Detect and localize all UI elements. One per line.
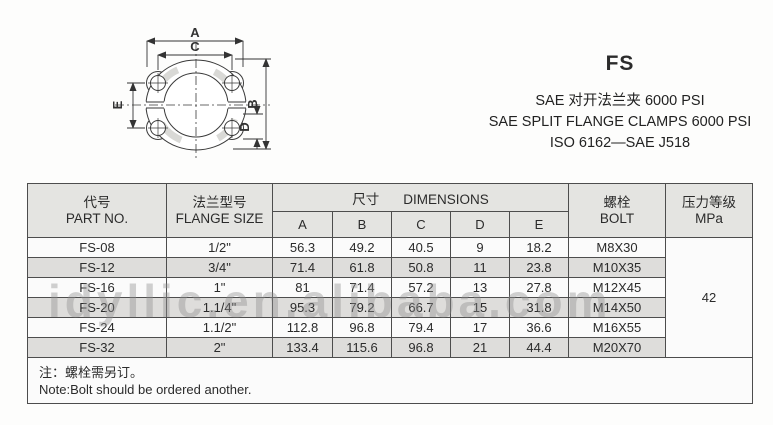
col-header-bolt: 螺栓 BOLT bbox=[568, 183, 667, 238]
table-row-fs-24: FS-24 1.1/2" 112.8 96.8 79.4 17 36.6 M16… bbox=[27, 317, 753, 338]
cell-dim-c: 79.4 bbox=[391, 317, 451, 338]
col-header-flange-size-cn: 法兰型号 bbox=[192, 194, 247, 210]
title-block: FS SAE 对开法兰夹 6000 PSI SAE SPLIT FLANGE C… bbox=[450, 52, 773, 154]
col-header-flange-size-en: FLANGE SIZE bbox=[175, 210, 264, 226]
col-header-pressure: 压力等级 MPa bbox=[665, 183, 754, 238]
dim-label-b: B bbox=[245, 99, 260, 108]
standard-reference: ISO 6162—SAE J518 bbox=[549, 135, 691, 151]
cell-dim-b: 79.2 bbox=[332, 297, 392, 318]
cell-dim-a: 95.3 bbox=[272, 297, 333, 318]
cell-part-no: FS-12 bbox=[27, 257, 167, 278]
cell-bolt: M20X70 bbox=[568, 337, 667, 358]
cell-part-no: FS-20 bbox=[27, 297, 167, 318]
cell-flange-size: 1.1/2" bbox=[166, 317, 273, 338]
col-header-part-no-en: PART NO. bbox=[65, 210, 129, 226]
col-header-dimensions: 尺寸 DIMENSIONS bbox=[271, 183, 570, 212]
col-header-dimensions-cn: 尺寸 bbox=[352, 191, 380, 207]
cell-dim-e: 18.2 bbox=[508, 237, 570, 258]
cell-dim-d: 17 bbox=[450, 317, 510, 338]
subtitle-chinese: SAE 对开法兰夹 6000 PSI bbox=[535, 93, 705, 109]
note-chinese: 注：螺栓需另订。 bbox=[39, 364, 144, 380]
cell-dim-b: 96.8 bbox=[332, 317, 392, 338]
cell-dim-d: 13 bbox=[450, 277, 510, 298]
cell-dim-e: 31.8 bbox=[508, 297, 570, 318]
flange-clamp-drawing: A C E B bbox=[110, 25, 271, 161]
cell-part-no: FS-08 bbox=[27, 237, 167, 258]
cell-bolt: M10X35 bbox=[568, 257, 667, 278]
series-title: FS bbox=[605, 52, 635, 75]
col-header-bolt-en: BOLT bbox=[599, 210, 635, 226]
cell-bolt: M12X45 bbox=[568, 277, 667, 298]
spec-table: 代号 PART NO. 法兰型号 FLANGE SIZE 尺寸 DIMENSION… bbox=[26, 183, 754, 404]
cell-dim-d: 15 bbox=[450, 297, 510, 318]
table-row-fs-12: FS-12 3/4" 71.4 61.8 50.8 11 23.8 M10X35 bbox=[27, 257, 753, 278]
cell-dim-e: 36.6 bbox=[508, 317, 570, 338]
cell-flange-size: 1" bbox=[166, 277, 273, 298]
col-header-part-no-cn: 代号 bbox=[83, 194, 111, 210]
cell-dim-c: 66.7 bbox=[391, 297, 451, 318]
col-header-flange-size: 法兰型号 FLANGE SIZE bbox=[166, 183, 273, 238]
table-row-fs-20: FS-20 1.1/4" 95.3 79.2 66.7 15 31.8 M14X… bbox=[27, 297, 753, 318]
cell-dim-a: 112.8 bbox=[272, 317, 333, 338]
dim-label-d: D bbox=[237, 122, 252, 131]
cell-dim-a: 133.4 bbox=[272, 337, 333, 358]
col-header-pressure-en: MPa bbox=[695, 210, 723, 226]
cell-dim-c: 57.2 bbox=[391, 277, 451, 298]
cell-dim-a: 56.3 bbox=[272, 237, 333, 258]
col-header-dim-c: C bbox=[391, 211, 451, 238]
col-header-dim-b: B bbox=[332, 211, 392, 238]
cell-dim-a: 71.4 bbox=[272, 257, 333, 278]
flange-clamp-diagram: A C E B bbox=[85, 15, 285, 167]
dim-label-e: E bbox=[110, 100, 125, 109]
cell-bolt: M14X50 bbox=[568, 297, 667, 318]
note-english: Note:Bolt should be ordered another. bbox=[39, 381, 252, 397]
cell-dim-c: 96.8 bbox=[391, 337, 451, 358]
cell-part-no: FS-16 bbox=[27, 277, 167, 298]
col-header-part-no: 代号 PART NO. bbox=[27, 183, 167, 238]
cell-pressure-value: 42 bbox=[665, 237, 754, 358]
cell-bolt: M16X55 bbox=[568, 317, 667, 338]
table-row-fs-08: FS-08 1/2" 56.3 49.2 40.5 9 18.2 M8X30 4… bbox=[27, 237, 754, 358]
cell-dim-d: 11 bbox=[450, 257, 510, 278]
cell-part-no: FS-32 bbox=[27, 337, 167, 358]
col-header-dimensions-en: DIMENSIONS bbox=[403, 191, 489, 207]
dim-label-c: C bbox=[190, 39, 200, 54]
col-header-bolt-cn: 螺栓 bbox=[603, 194, 631, 210]
table-row-fs-32: FS-32 2" 133.4 115.6 96.8 21 44.4 M20X70 bbox=[27, 337, 753, 358]
cell-part-no: FS-24 bbox=[27, 317, 167, 338]
col-header-dim-d: D bbox=[450, 211, 510, 238]
cell-flange-size: 3/4" bbox=[166, 257, 273, 278]
cell-flange-size: 1/2" bbox=[166, 237, 273, 258]
cell-dim-e: 44.4 bbox=[508, 337, 570, 358]
cell-dim-a: 81 bbox=[272, 277, 333, 298]
spec-table-wrap: 代号 PART NO. 法兰型号 FLANGE SIZE 尺寸 DIMENSION… bbox=[26, 183, 754, 404]
note-cell: 注：螺栓需另订。 Note:Bolt should be ordered ano… bbox=[26, 357, 754, 404]
cell-dim-d: 9 bbox=[450, 237, 510, 258]
cell-dim-b: 115.6 bbox=[332, 337, 392, 358]
cell-dim-b: 49.2 bbox=[332, 237, 392, 258]
cell-dim-b: 71.4 bbox=[332, 277, 392, 298]
col-header-dim-a: A bbox=[272, 211, 333, 238]
cell-dim-b: 61.8 bbox=[332, 257, 392, 278]
dim-label-a: A bbox=[190, 25, 200, 40]
cell-bolt: M8X30 bbox=[568, 237, 667, 258]
cell-dim-c: 50.8 bbox=[391, 257, 451, 278]
table-row-fs-16: FS-16 1" 81 71.4 57.2 13 27.8 M12X45 bbox=[27, 277, 753, 298]
col-header-dim-e: E bbox=[508, 211, 570, 238]
cell-flange-size: 2" bbox=[166, 337, 273, 358]
cell-flange-size: 1.1/4" bbox=[166, 297, 273, 318]
cell-dim-d: 21 bbox=[450, 337, 510, 358]
cell-dim-e: 27.8 bbox=[508, 277, 570, 298]
cell-dim-c: 40.5 bbox=[391, 237, 451, 258]
cell-dim-e: 23.8 bbox=[508, 257, 570, 278]
subtitle-english: SAE SPLIT FLANGE CLAMPS 6000 PSI bbox=[488, 114, 752, 130]
table-note-row: 注：螺栓需另订。 Note:Bolt should be ordered ano… bbox=[26, 357, 754, 404]
col-header-pressure-cn: 压力等级 bbox=[682, 194, 737, 210]
